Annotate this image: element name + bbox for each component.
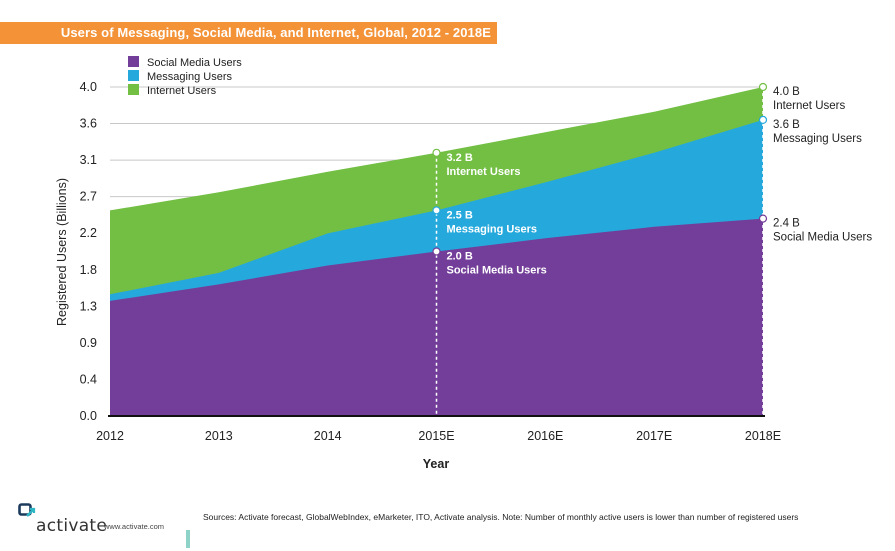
annotation-label: Messaging Users (773, 133, 862, 145)
data-point-marker (432, 247, 441, 256)
y-tick-label: 3.1 (80, 153, 97, 167)
legend-swatch (128, 56, 139, 67)
y-tick-label: 3.6 (80, 117, 97, 131)
title-bar: Users of Messaging, Social Media, and In… (0, 22, 497, 44)
website-link[interactable]: www.activate.com (104, 522, 165, 531)
activate-logo-icon (18, 503, 36, 517)
annotation-label: Social Media Users (447, 265, 547, 277)
chart-title: Users of Messaging, Social Media, and In… (60, 25, 491, 40)
y-tick-label: 0.0 (80, 409, 97, 423)
data-point-marker (758, 214, 768, 223)
annotation-value: 2.5 B (447, 209, 473, 221)
annotation-value: 2.0 B (447, 251, 473, 263)
data-point-marker (432, 148, 441, 157)
annotation-label: Messaging Users (447, 223, 537, 235)
legend-label: Internet Users (147, 85, 217, 97)
annotation-value: 3.6 B (773, 119, 800, 131)
data-point-marker (432, 206, 441, 215)
x-tick-label: 2013 (205, 429, 233, 443)
y-tick-label: 0.9 (80, 336, 97, 350)
y-tick-label: 2.2 (80, 226, 97, 240)
annotation-label: Social Media Users (773, 232, 872, 244)
annotation-value: 3.2 B (447, 152, 473, 164)
x-tick-label: 2018E (745, 429, 781, 443)
x-tick-labels: 2012 2013 2014 2015E 2016E 2017E 2018E (96, 429, 781, 443)
annotation-label: Internet Users (773, 100, 845, 112)
logo-wordmark: activate (36, 516, 108, 536)
y-tick-label: 4.0 (80, 80, 97, 94)
annotation-label: Internet Users (447, 166, 521, 178)
y-tick-label: 1.8 (80, 263, 97, 277)
y-tick-label: 2.7 (80, 190, 97, 204)
x-axis-title: Year (423, 457, 450, 471)
legend-label: Social Media Users (147, 57, 242, 69)
annotation-value: 4.0 B (773, 86, 800, 98)
legend-swatch (128, 84, 139, 95)
legend-swatch (128, 70, 139, 81)
y-axis-title: Registered Users (Billions) (55, 178, 69, 326)
legend-label: Messaging Users (147, 71, 232, 83)
legend: Social Media Users Messaging Users Interne… (128, 56, 242, 97)
y-tick-labels: 0.0 0.4 0.9 1.3 1.8 2.2 2.7 3.1 3.6 4.0 (80, 80, 97, 423)
sources-note: Sources: Activate forecast, GlobalWebInd… (203, 512, 799, 522)
x-tick-label: 2015E (418, 429, 454, 443)
x-tick-label: 2014 (314, 429, 342, 443)
annotations: 3.2 B Internet Users 2.5 B Messaging Users 2… (432, 82, 872, 416)
x-tick-label: 2017E (636, 429, 672, 443)
y-tick-label: 1.3 (80, 299, 97, 313)
data-point-marker (758, 115, 768, 125)
annotation-value: 2.4 B (773, 218, 800, 230)
y-tick-label: 0.4 (80, 372, 97, 386)
x-tick-label: 2016E (527, 429, 563, 443)
footer-accent-bar (186, 530, 190, 548)
x-tick-label: 2012 (96, 429, 124, 443)
data-point-marker (758, 82, 768, 92)
